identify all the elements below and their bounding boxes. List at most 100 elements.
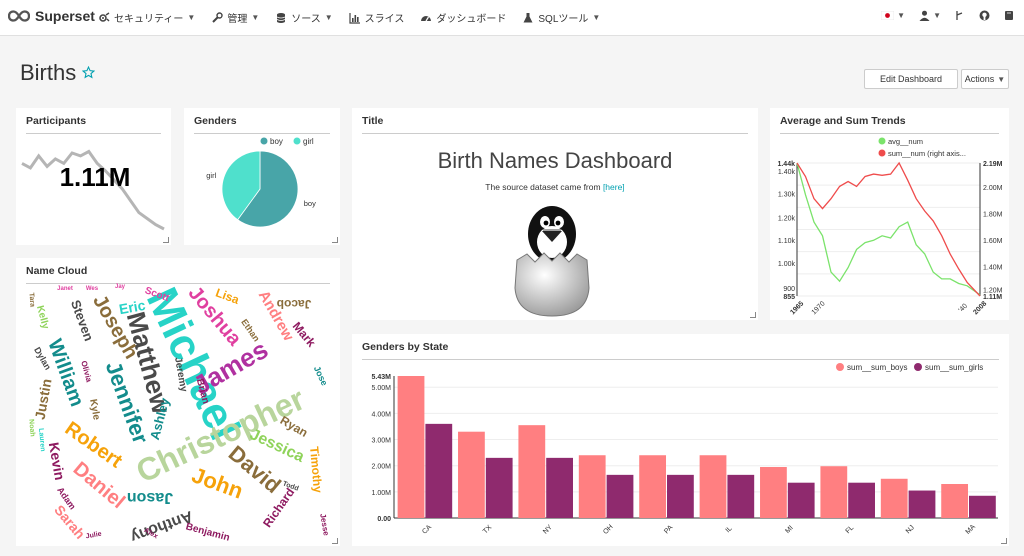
x-tick-label: 1970 (811, 300, 827, 316)
legend-label-girl: girl (303, 137, 314, 146)
chevron-down-icon: ▼ (324, 13, 333, 22)
y-left-tick-label: 1.30k (778, 192, 796, 199)
legend-marker-series-0 (878, 137, 886, 145)
dashboard-icon (421, 15, 432, 21)
chevron-down-icon: ▼ (897, 11, 906, 20)
y-tick-label: 4.00M (372, 411, 392, 418)
cloud-word: Lauren (37, 428, 46, 452)
nav-manage[interactable]: 管理 ▼ (211, 10, 259, 25)
chevron-down-icon: ▼ (933, 11, 941, 20)
chevron-down-icon: ▼ (187, 13, 196, 22)
y-tick-label: 3.00M (372, 438, 392, 445)
bar-chart-icon (349, 12, 360, 24)
chevron-down-icon: ▼ (251, 13, 260, 22)
legend-label-series-1: sum__num (right axis... (888, 149, 966, 158)
cloud-word: Kelly (34, 304, 51, 330)
y-right-tick-label: 1.11M (983, 294, 1002, 301)
cloud-word: Kyle (87, 398, 102, 421)
y-left-tick-label: 1.20k (778, 216, 796, 223)
y-tick-label: 0.00 (377, 516, 391, 523)
y-right-tick-label: 1.80M (983, 212, 1003, 219)
x-tick-label: '40 (958, 303, 969, 314)
x-tick-label-CA: CA (421, 524, 433, 536)
nav-dashboards-label: ダッシュボード (436, 14, 507, 25)
legend-marker-sum__sum_boys (836, 363, 844, 371)
y-left-tick-label: 855 (783, 294, 795, 301)
panel-genders: Genders boy girl boy girl (184, 108, 340, 245)
y-left-tick-label: 1.10k (778, 238, 796, 245)
database-icon (277, 12, 286, 23)
legend-label-sum__sum_girls: sum__sum_girls (925, 363, 983, 372)
flask-small-icon[interactable] (955, 10, 965, 21)
panel-resize-handle[interactable] (332, 237, 338, 243)
y-tick-label: 1.00M (372, 490, 392, 497)
cloud-word: Jose (312, 364, 330, 387)
panel-resize-handle[interactable] (1001, 538, 1007, 544)
brand-label: Superset (35, 8, 95, 24)
panel-resize-handle[interactable] (332, 538, 338, 544)
nav-slices[interactable]: スライス (349, 10, 405, 25)
y-left-tick-label: 900 (783, 286, 795, 293)
x-tick-label-FL: FL (845, 524, 856, 535)
legend-label-series-0: avg__num (888, 137, 923, 146)
nav-dashboards[interactable]: ダッシュボード (420, 10, 506, 25)
nav-right: ▼ ▼ (881, 10, 1014, 21)
chevron-down-icon: ▼ (997, 74, 1006, 84)
x-tick-label-TX: TX (482, 524, 494, 536)
nav-sources[interactable]: ソース ▼ (275, 10, 333, 25)
book-icon[interactable] (1004, 10, 1014, 21)
panel-genders-by-state: Genders by State sum__sum_boys sum__sum_g… (352, 334, 1009, 546)
language-selector[interactable]: ▼ (881, 11, 905, 20)
page-title: Births (20, 60, 77, 85)
x-tick-label-MA: MA (965, 523, 978, 536)
superset-logo-icon (8, 10, 30, 22)
y-left-tick-label: 1.40k (778, 169, 796, 176)
nav-security[interactable]: セキュリティー ▼ (98, 10, 195, 25)
x-tick-label: 2008 (972, 300, 988, 316)
x-tick-label-NJ: NJ (905, 524, 916, 535)
edit-dashboard-button[interactable]: Edit Dashboard (864, 69, 958, 89)
actions-button[interactable]: Actions ▼ (961, 69, 1009, 89)
user-menu[interactable]: ▼ (919, 10, 941, 21)
brand[interactable]: Superset (8, 8, 95, 24)
cloud-word: Noah (27, 419, 35, 437)
star-icon[interactable] (82, 66, 95, 79)
legend-marker-sum__sum_girls (914, 363, 922, 371)
actions-button-label: Actions (964, 74, 995, 84)
panel-resize-handle[interactable] (750, 312, 756, 318)
bar-sum__sum_girls-CA (425, 423, 453, 518)
nav-sql-tools[interactable]: SQLツール ▼ (522, 10, 600, 25)
legend-marker-girl (293, 137, 301, 145)
trend-line-series-0 (796, 162, 981, 296)
nav-security-label: セキュリティー (114, 14, 184, 25)
wrench-icon (212, 11, 224, 23)
bar-sum__sum_girls-PA (667, 474, 694, 518)
cloud-word: Tara (27, 292, 35, 307)
panel-genders-title: Genders (194, 115, 330, 134)
pie-label-girl: girl (206, 171, 216, 180)
cloud-word: Kevin (46, 441, 68, 481)
genders-by-state-bar-chart: sum__sum_boys sum__sum_girls 5.43M 5.00M 4.0… (372, 363, 998, 536)
chevron-down-icon: ▼ (592, 13, 601, 22)
x-tick-label-IL: IL (725, 525, 734, 534)
bar-sum__sum_boys-NJ (880, 478, 908, 518)
panel-name-cloud: Name Cloud Michael Christopher Matthew Jame… (16, 258, 340, 546)
legend-marker-boy (260, 137, 268, 145)
wrench-gear-icon (99, 11, 110, 22)
cloud-word: Jason (127, 489, 173, 506)
x-tick-label-MI: MI (784, 525, 794, 535)
nav-slices-label: スライス (364, 14, 405, 25)
github-icon[interactable] (979, 10, 990, 21)
y-right-tick-label: 1.60M (983, 238, 1003, 245)
bar-sum__sum_girls-FL (848, 482, 875, 518)
panel-trends-title: Average and Sum Trends (780, 115, 999, 134)
panel-trends: Average and Sum Trends avg__num sum__num … (770, 108, 1009, 320)
panel-resize-handle[interactable] (163, 237, 169, 243)
source-link[interactable]: [here] (602, 182, 625, 192)
bar-sum__sum_girls-OH (606, 474, 634, 518)
dashboard-source-text: The source dataset came from [here] (352, 182, 758, 192)
bar-sum__sum_girls-MI (787, 482, 815, 518)
bar-sum__sum_boys-MI (760, 467, 787, 518)
legend-label-sum__sum_boys: sum__sum_boys (847, 363, 907, 372)
